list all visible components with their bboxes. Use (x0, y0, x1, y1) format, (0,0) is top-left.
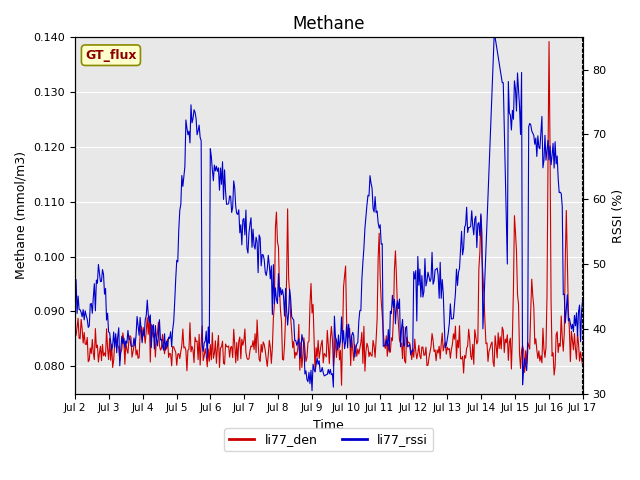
X-axis label: Time: Time (314, 419, 344, 432)
Y-axis label: RSSI (%): RSSI (%) (612, 189, 625, 242)
Text: GT_flux: GT_flux (85, 48, 137, 62)
Y-axis label: Methane (mmol/m3): Methane (mmol/m3) (15, 152, 28, 279)
Legend: li77_den, li77_rssi: li77_den, li77_rssi (225, 429, 433, 452)
Title: Methane: Methane (292, 15, 365, 33)
